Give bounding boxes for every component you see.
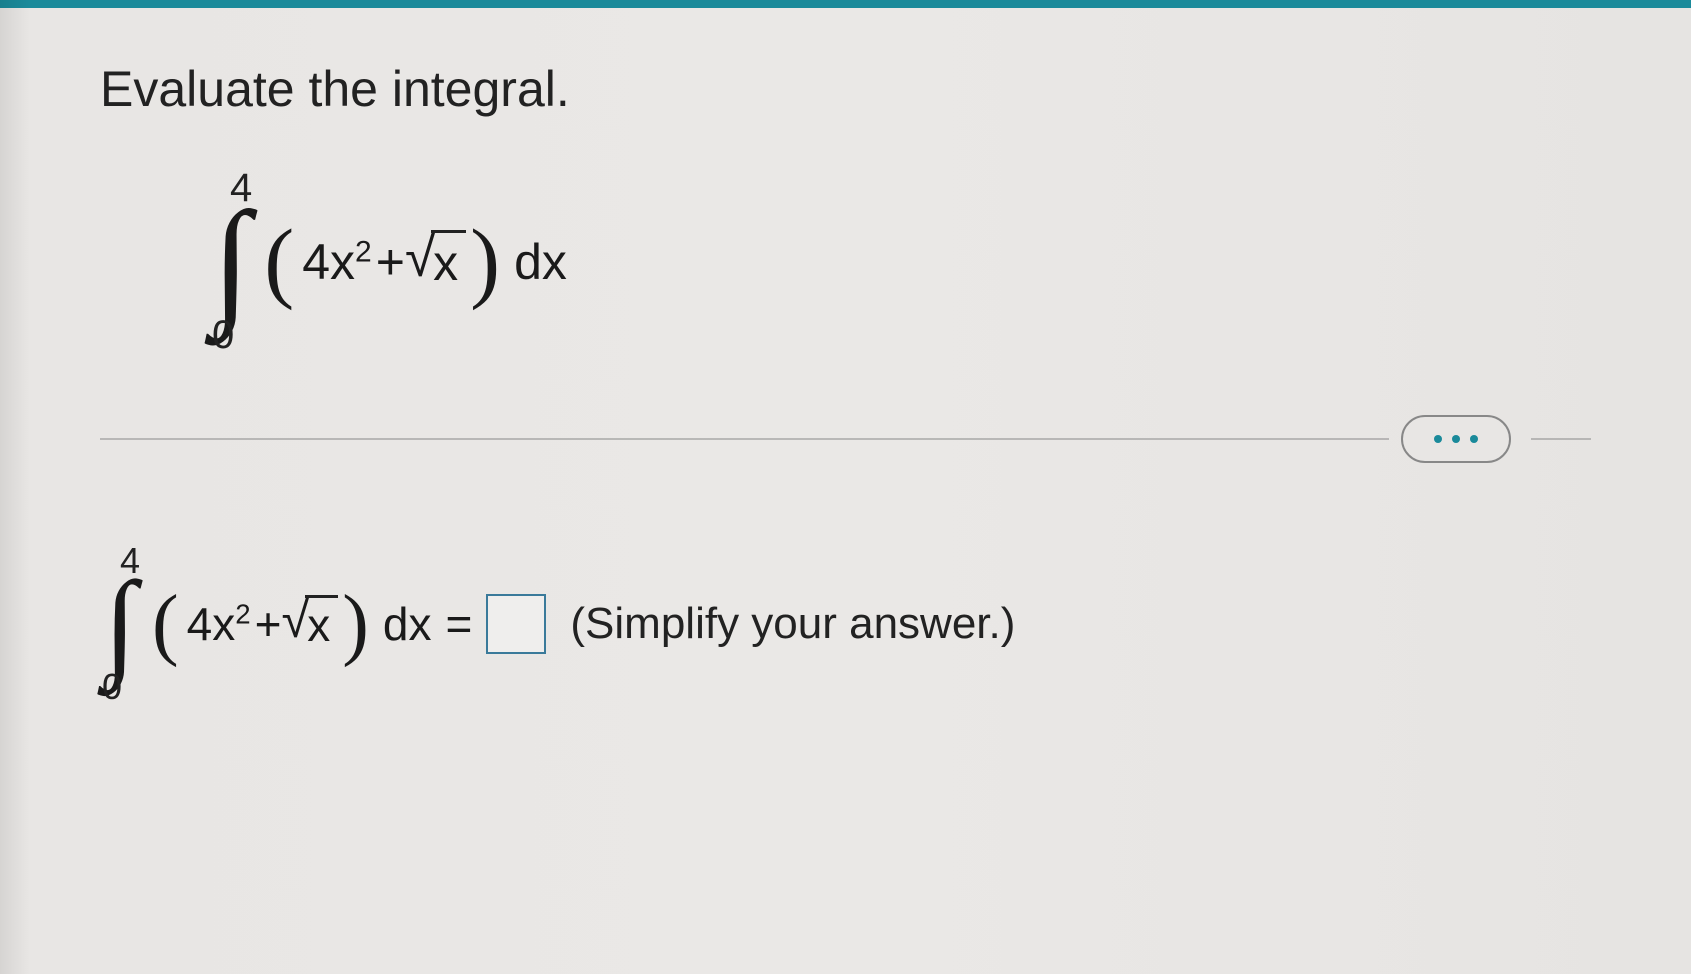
divider-row [100, 415, 1591, 463]
equals-sign: = [432, 597, 487, 651]
plus-sign: + [255, 597, 282, 651]
exponent-2: 2 [355, 235, 372, 268]
sqrt-x: √ x [405, 230, 466, 293]
horizontal-rule [100, 438, 1389, 440]
dot-icon [1470, 435, 1478, 443]
radicand: x [305, 595, 338, 653]
question-prompt: Evaluate the integral. [100, 60, 1591, 118]
problem-integral: 4 ∫ 0 ( 4x2 + √ x ) dx [210, 168, 1591, 355]
dot-icon [1452, 435, 1460, 443]
radicand: x [431, 230, 466, 293]
exponent-2: 2 [235, 599, 250, 630]
integral-sign-block: 4 ∫ 0 [210, 168, 252, 355]
coef-4x: 4x [187, 598, 236, 650]
left-shadow [0, 0, 30, 974]
answer-hint: (Simplify your answer.) [546, 599, 1015, 649]
sqrt-x: √ x [282, 595, 339, 653]
integral-symbol: ∫ [212, 202, 250, 321]
coef-4x: 4x [302, 234, 355, 290]
integral-symbol: ∫ [104, 573, 137, 675]
dot-icon [1434, 435, 1442, 443]
answer-input-box[interactable] [486, 594, 546, 654]
question-content: Evaluate the integral. 4 ∫ 0 ( 4x2 + √ x… [0, 0, 1691, 805]
dx: dx [373, 597, 432, 651]
integrand-expression: ( 4x2 + √ x ) dx [260, 230, 567, 293]
lower-limit: 0 [212, 315, 234, 355]
term-4x2: 4x2 [183, 597, 255, 651]
horizontal-rule-right [1531, 438, 1591, 440]
dx: dx [504, 233, 567, 291]
integrand-expression: ( 4x2 + √ x ) dx = (Simplify your answer… [148, 594, 1015, 654]
answer-integral-row: 4 ∫ 0 ( 4x2 + √ x ) dx = (Simplify your … [100, 543, 1591, 705]
integral-sign-block: 4 ∫ 0 [100, 543, 140, 705]
term-4x2: 4x2 [298, 233, 376, 291]
left-paren: ( [260, 239, 298, 284]
lower-limit: 0 [102, 669, 122, 705]
top-accent-bar [0, 0, 1691, 8]
plus-sign: + [376, 233, 405, 291]
right-paren: ) [338, 604, 373, 644]
left-paren: ( [148, 604, 183, 644]
right-paren: ) [466, 239, 504, 284]
more-options-button[interactable] [1401, 415, 1511, 463]
